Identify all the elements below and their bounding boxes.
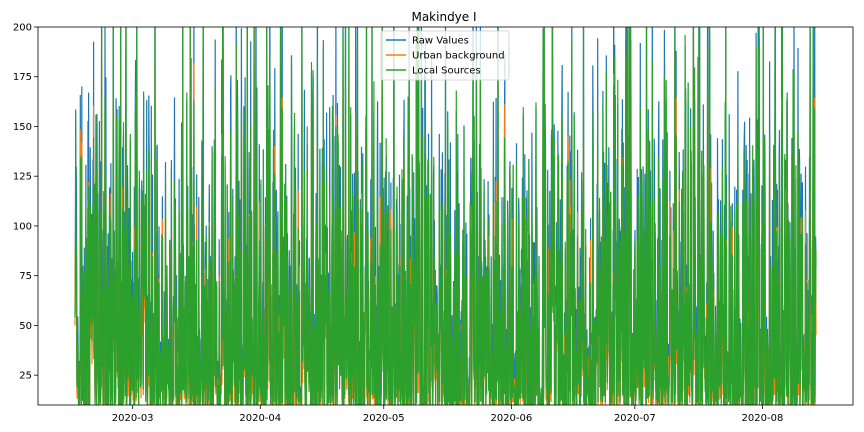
- y-tick-label: 50: [19, 321, 32, 332]
- x-tick-label: 2020-04: [239, 413, 281, 424]
- x-tick-label: 2020-07: [614, 413, 656, 424]
- y-tick-label: 75: [19, 271, 32, 282]
- legend-box: [380, 30, 510, 81]
- legend-label: Local Sources: [412, 66, 481, 77]
- legend: Raw Values Urban background Local Sources: [380, 30, 510, 81]
- chart-title: Makindye I: [411, 10, 476, 24]
- x-tick-label: 2020-06: [490, 413, 532, 424]
- y-tick-label: 200: [13, 23, 32, 34]
- plot-frame: [37, 26, 854, 406]
- y-tick-label: 100: [13, 221, 32, 232]
- x-tick-label: 2020-05: [363, 413, 405, 424]
- legend-label: Urban background: [412, 51, 505, 62]
- x-tick-label: 2020-08: [742, 413, 784, 424]
- legend-label: Raw Values: [412, 36, 469, 47]
- y-axis: 25 50 75 100 125 150 175 200: [13, 23, 38, 382]
- y-tick-label: 125: [13, 172, 32, 183]
- y-tick-label: 175: [13, 72, 32, 83]
- y-tick-label: 150: [13, 122, 32, 133]
- x-tick-label: 2020-03: [112, 413, 154, 424]
- x-axis: 2020-03 2020-04 2020-05 2020-06 2020-07 2020-…: [112, 405, 784, 424]
- y-tick-label: 25: [19, 371, 32, 382]
